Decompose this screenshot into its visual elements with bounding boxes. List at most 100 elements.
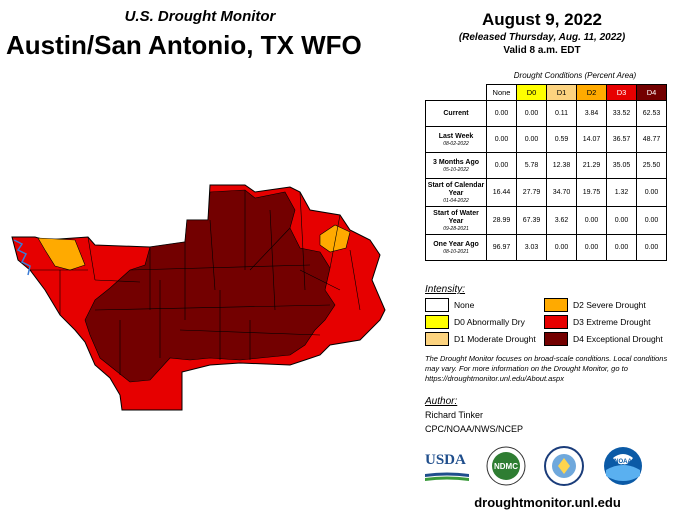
row-label-text: Last Week: [438, 132, 474, 140]
usda-logo-text: USDA: [425, 452, 466, 468]
table-cell: 25.50: [636, 152, 667, 179]
row-label: Last Week 08-02-2022: [425, 126, 487, 153]
table-cell: 0.11: [546, 100, 577, 127]
ndmc-logo: NDMC: [486, 446, 526, 486]
table-cell: 5.78: [516, 152, 547, 179]
table-cell: 62.53: [636, 100, 667, 127]
row-date: 08-10-2021: [443, 248, 469, 255]
table-row: Last Week 08-02-2022 0.00 0.00 0.59 14.07 36.5…: [425, 126, 667, 153]
legend-item-d0: D0 Abnormally Dry: [425, 315, 525, 329]
row-date: 08-02-2022: [443, 140, 469, 147]
table-cell: 1.32: [606, 178, 637, 207]
ndmc-logo-text: NDMC: [494, 462, 518, 471]
table-cell: 0.00: [516, 126, 547, 153]
row-label: Current: [425, 100, 487, 127]
row-label-text: 3 Months Ago: [432, 158, 479, 166]
legend-swatch: [425, 298, 449, 312]
doc-seal-icon: [544, 446, 584, 486]
table-cell: 3.84: [576, 100, 607, 127]
table-cell: 48.77: [636, 126, 667, 153]
legend-item-d3: D3 Extreme Drought: [544, 315, 650, 329]
legend-item-d4: D4 Exceptional Drought: [544, 332, 663, 346]
table-cell: 3.62: [546, 206, 577, 235]
drought-map: [11, 184, 386, 411]
table-cell: 96.97: [486, 234, 517, 261]
table-cell: 0.00: [576, 234, 607, 261]
table-cell: 35.05: [606, 152, 637, 179]
legend-title: Intensity:: [425, 284, 466, 295]
row-label: 3 Months Ago 05-10-2022: [425, 152, 487, 179]
table-corner: [426, 85, 487, 101]
row-date: 09-28-2021: [443, 225, 469, 232]
table-row: Current 0.00 0.00 0.11 3.84 33.52 62.53: [425, 100, 667, 127]
table-row: Start of Water Year 09-28-2021 28.99 67.39 3…: [425, 206, 667, 235]
table-cell: 0.00: [606, 206, 637, 235]
table-row: Start of Calendar Year 01-04-2022 16.44 27.…: [425, 178, 667, 207]
noaa-logo-text: NOAA: [614, 459, 632, 465]
table-cell: 28.99: [486, 206, 517, 235]
row-label: Start of Calendar Year 01-04-2022: [425, 178, 487, 207]
legend-item-d2: D2 Severe Drought: [544, 298, 646, 312]
legend-swatch: [544, 315, 568, 329]
table-header-row: None D0 D1 D2 D3 D4: [426, 84, 667, 101]
col-none: None: [486, 84, 517, 101]
legend-swatch: [425, 332, 449, 346]
col-d0: D0: [516, 84, 547, 101]
row-label-text: Current: [443, 109, 469, 117]
col-d4: D4: [636, 84, 667, 101]
table-row: 3 Months Ago 05-10-2022 0.00 5.78 12.38 21.29…: [425, 152, 667, 179]
release-date: (Released Thursday, Aug. 11, 2022): [458, 32, 626, 43]
row-date: 01-04-2022: [443, 197, 469, 204]
footer-url[interactable]: droughtmonitor.unl.edu: [474, 495, 621, 510]
legend-swatch: [544, 332, 568, 346]
row-label-text: Start of Water Year: [433, 209, 479, 225]
map-date: August 9, 2022: [482, 10, 602, 29]
row-label: One Year Ago 08-10-2021: [425, 234, 487, 261]
table-cell: 0.00: [636, 206, 667, 235]
table-cell: 34.70: [546, 178, 577, 207]
legend-label: D2 Severe Drought: [573, 300, 646, 310]
table-cell: 0.00: [516, 100, 547, 127]
table-cell: 3.03: [516, 234, 547, 261]
col-d2: D2: [576, 84, 607, 101]
table-cell: 0.00: [486, 126, 517, 153]
county-lines: [30, 190, 361, 375]
table-cell: 27.79: [516, 178, 547, 207]
col-d1: D1: [546, 84, 577, 101]
table-cell: 0.00: [486, 100, 517, 127]
legend-item-d1: D1 Moderate Drought: [425, 332, 536, 346]
row-label-text: Start of Calendar Year: [427, 181, 485, 197]
table-cell: 0.59: [546, 126, 577, 153]
table-cell: 21.29: [576, 152, 607, 179]
row-label: Start of Water Year 09-28-2021: [425, 206, 487, 235]
table-cell: 0.00: [636, 234, 667, 261]
page-title: Austin/San Antonio, TX WFO: [6, 30, 362, 60]
author-name: Richard Tinker: [425, 410, 484, 420]
table-cell: 14.07: [576, 126, 607, 153]
legend-item-none: None: [425, 298, 474, 312]
legend-label: D1 Moderate Drought: [454, 334, 536, 344]
legend-label: D3 Extreme Drought: [573, 317, 651, 327]
table-cell: 19.75: [576, 178, 607, 207]
legend-swatch: [425, 315, 449, 329]
table-cell: 36.57: [606, 126, 637, 153]
table-cell: 0.00: [486, 152, 517, 179]
noaa-logo: NOAA: [604, 447, 642, 485]
map-region-d2-east: [319, 224, 351, 253]
disclaimer-note: The Drought Monitor focuses on broad-sca…: [425, 354, 668, 383]
col-d3: D3: [606, 84, 637, 101]
table-cell: 33.52: [606, 100, 637, 127]
table-cell: 0.00: [636, 178, 667, 207]
table-cell: 0.00: [546, 234, 577, 261]
map-region-d4: [84, 189, 336, 383]
author-org: CPC/NOAA/NWS/NCEP: [425, 424, 524, 434]
table-cell: 0.00: [606, 234, 637, 261]
row-date: 05-10-2022: [443, 166, 469, 173]
table-cell: 16.44: [486, 178, 517, 207]
table-cell: 0.00: [576, 206, 607, 235]
legend-label: D0 Abnormally Dry: [454, 317, 525, 327]
subtitle: U.S. Drought Monitor: [124, 8, 276, 25]
legend-label: None: [454, 300, 475, 310]
rio-grande-river: [13, 239, 31, 276]
usda-logo-field-icon: [425, 472, 469, 481]
